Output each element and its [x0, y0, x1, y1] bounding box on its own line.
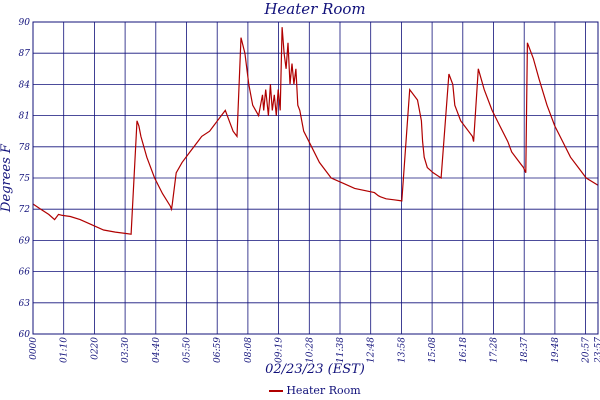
plot-border	[32, 21, 599, 335]
y-tick-label: 90	[19, 18, 31, 28]
x-tick-label: 16:18	[459, 337, 469, 363]
x-tick-label: 03:30	[121, 337, 131, 363]
y-tick-label: 72	[19, 205, 31, 215]
y-tick-label: 66	[19, 268, 31, 278]
y-tick-label: 84	[19, 80, 31, 90]
legend: Heater Room	[0, 384, 600, 397]
x-tick-label: 0220	[90, 337, 100, 360]
legend-swatch	[269, 390, 284, 392]
x-tick-label: 10:28	[305, 337, 315, 363]
x-tick-label: 18:37	[520, 337, 530, 363]
x-axis-label: 02/23/23 (EST)	[265, 362, 365, 377]
x-axis: 0000 01:10 0220 03:30 04:40 05:50 06:59 08:08 09…	[29, 337, 600, 364]
x-tick-label: 20:57	[582, 337, 592, 364]
y-tick-label: 60	[19, 330, 31, 340]
x-tick-label: 01:10	[60, 337, 70, 363]
x-tick-label: 15:08	[428, 337, 438, 363]
legend-entry-heater-room: Heater Room	[286, 384, 361, 397]
x-tick-label: 0000	[29, 337, 39, 360]
x-tick-label: 04:40	[152, 337, 162, 363]
series-line-heater-room	[32, 27, 599, 235]
x-tick-label: 06:59	[213, 337, 223, 363]
x-tick-label: 12:48	[367, 337, 377, 363]
y-tick-label: 63	[19, 299, 31, 309]
x-tick-label: 08:08	[244, 337, 254, 363]
y-tick-label: 78	[19, 143, 31, 153]
chart-title: Heater Room	[264, 0, 366, 18]
y-tick-label: 69	[19, 236, 31, 246]
y-axis-label: Degrees F	[0, 144, 14, 212]
y-tick-label: 75	[19, 174, 31, 184]
y-axis: 60 63 66 69 72 75 78 81 84 87 90	[19, 18, 31, 340]
y-tick-label: 81	[19, 112, 30, 122]
x-tick-label: 23:57	[594, 337, 600, 364]
x-tick-label: 05:50	[183, 337, 193, 363]
y-tick-label: 87	[19, 49, 31, 59]
x-tick-label: 11:38	[336, 337, 346, 363]
x-tick-label: 17:28	[490, 337, 500, 363]
x-tick-label: 19:48	[551, 337, 561, 363]
x-tick-label: 13:58	[397, 337, 407, 363]
x-tick-label: 09:19	[275, 337, 285, 363]
